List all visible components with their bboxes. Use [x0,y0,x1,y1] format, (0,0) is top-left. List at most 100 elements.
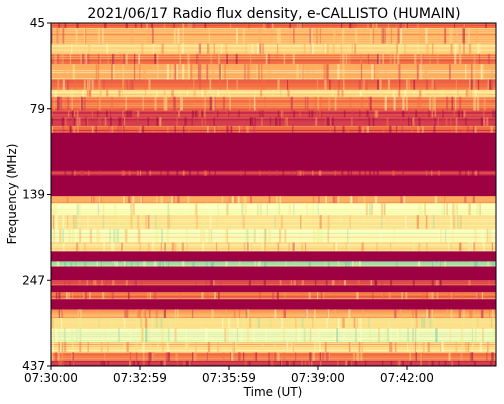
spectrogram-speckle [318,341,321,353]
spectrogram-channel [51,209,496,211]
spectrogram-speckle [128,170,131,176]
spectrogram-speckle [99,53,101,65]
spectrogram-channel [51,30,496,32]
spectrogram-speckle [204,117,207,126]
spectrogram-speckle [139,125,141,133]
spectrogram-speckle [463,23,466,29]
spectrogram-channel [51,282,496,284]
spectrogram-speckle [393,228,395,243]
spectrogram-speckle [135,352,138,361]
spectrogram-speckle [353,23,355,29]
spectrogram-speckle [97,23,100,29]
spectrogram-speckle [133,64,136,80]
spectrogram-speckle [262,110,265,118]
spectrogram-speckle [56,261,59,267]
y-axis-label: Frequency (MHz) [5,144,19,245]
spectrogram-speckle [355,23,357,29]
spectrogram-speckle [308,360,311,366]
spectrogram-speckle [99,196,101,204]
chart-title: 2021/06/17 Radio flux density, e-CALLIST… [87,6,460,22]
spectrogram-speckle [118,117,120,126]
spectrogram-speckle [365,203,368,216]
spectrogram-speckle [337,261,339,267]
spectrogram-speckle [293,203,295,216]
spectrogram-speckle [51,125,54,133]
spectrogram-speckle [286,360,289,366]
spectrogram-speckle [182,170,185,176]
spectrogram-speckle [489,309,491,318]
spectrogram-speckle [141,328,144,342]
spectrogram-speckle [227,89,231,97]
spectrogram-speckle [490,79,493,90]
spectrogram-speckle [368,117,371,126]
spectrogram-speckle [94,196,97,204]
spectrogram-speckle [312,196,315,204]
spectrogram-band [51,317,496,329]
spectrogram-speckle [368,53,370,65]
spectrogram-speckle [444,360,447,366]
spectrogram-speckle [474,228,477,243]
spectrogram-speckle [68,292,70,300]
spectrogram-speckle [192,117,195,126]
spectrogram-speckle [319,110,322,118]
spectrogram-speckle [359,110,361,118]
spectrogram-speckle [91,196,94,204]
spectrogram-channel [51,362,496,364]
spectrogram-speckle [334,328,336,342]
spectrogram-speckle [200,64,202,80]
spectrogram-speckle [106,196,108,204]
spectrogram-speckle [435,280,438,286]
spectrogram-speckle [370,261,372,267]
spectrogram-speckle [491,360,494,366]
spectrogram-speckle [231,196,235,204]
spectrogram-speckle [107,360,110,366]
spectrogram-speckle [327,215,330,229]
spectrogram-speckle [468,170,470,176]
spectrogram-speckle [259,43,262,54]
spectrogram-speckle [106,89,109,97]
spectrogram-speckle [358,341,361,353]
spectrogram-speckle [221,43,223,54]
spectrogram-speckle [313,228,315,243]
spectrogram-speckle [107,53,109,65]
spectrogram-speckle [290,96,293,111]
spectrogram-speckle [173,23,175,29]
spectrogram-speckle [193,23,196,29]
spectrogram-channel [51,202,496,204]
spectrogram-channel [51,336,496,338]
spectrogram-speckle [142,125,145,133]
spectrogram-speckle [455,125,458,133]
spectrogram-speckle [327,117,331,126]
spectrogram-speckle [364,196,367,204]
spectrogram-speckle [277,352,280,361]
spectrogram-speckle [204,170,207,176]
spectrogram-speckle [471,328,473,342]
spectrogram-channel [51,343,496,345]
spectrogram-speckle [316,110,318,118]
spectrogram-speckle [457,110,461,118]
spectrogram-speckle [287,89,290,97]
spectrogram-speckle [425,64,428,80]
spectrogram-speckle [456,261,458,267]
spectrogram-speckle [390,341,393,353]
spectrogram-speckle [325,196,327,204]
spectrogram-speckle [464,196,467,204]
spectrogram-speckle [229,96,231,111]
spectrogram-speckle [406,215,408,229]
spectrogram-speckle [481,228,484,243]
spectrogram-speckle [480,64,483,80]
spectrogram-speckle [171,89,174,97]
spectrogram-speckle [243,125,245,133]
spectrogram-speckle [79,96,82,111]
spectrogram-speckle [355,261,358,267]
spectrogram-speckle [68,280,71,286]
spectrogram-channel [51,221,496,223]
spectrogram-speckle [178,89,181,97]
spectrogram-channel [51,38,496,40]
spectrogram-speckle [83,242,86,252]
spectrogram-speckle [345,360,348,366]
spectrogram-speckle [359,317,362,329]
spectrogram-speckle [320,96,322,111]
spectrogram-speckle [123,79,126,90]
spectrogram-speckle [355,28,358,44]
